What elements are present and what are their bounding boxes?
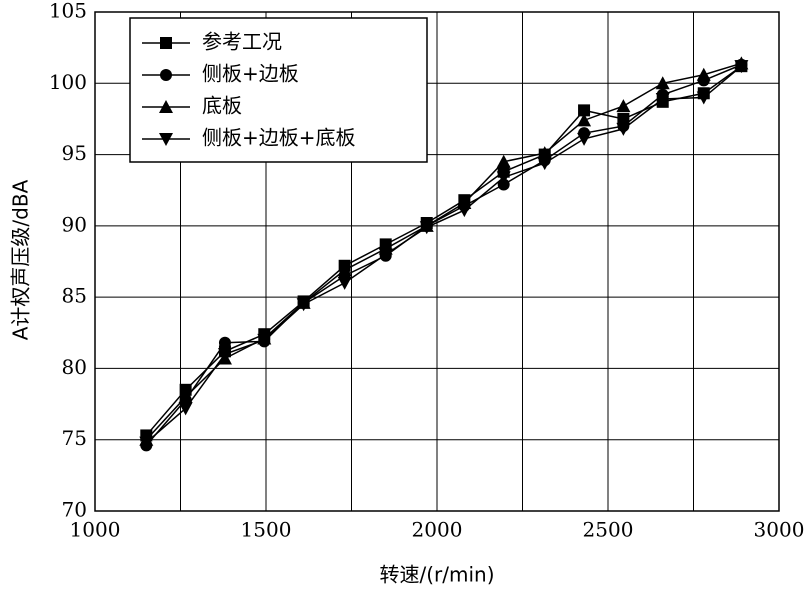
legend-label: 侧板+边板+底板	[202, 126, 356, 150]
y-tick-label: 75	[62, 426, 87, 450]
marker	[655, 76, 670, 90]
marker	[139, 436, 154, 450]
marker	[257, 333, 272, 347]
marker	[217, 348, 232, 362]
marker	[496, 154, 511, 168]
x-tick-label: 3000	[754, 518, 805, 542]
legend-label: 参考工况	[202, 30, 282, 54]
marker	[179, 383, 192, 396]
legend-marker	[160, 69, 172, 81]
y-tick-label: 90	[62, 212, 87, 236]
marker	[577, 113, 592, 127]
y-tick-label: 80	[62, 355, 87, 379]
legend-box	[129, 17, 428, 163]
marker	[655, 92, 670, 106]
marker	[457, 204, 472, 218]
y-tick-label: 100	[49, 70, 87, 94]
marker	[178, 389, 193, 403]
x-tick-label: 2500	[583, 518, 634, 542]
marker	[218, 336, 231, 349]
series-line	[145, 62, 742, 441]
marker	[616, 99, 631, 113]
marker	[378, 248, 393, 262]
marker	[337, 263, 352, 277]
x-axis-label: 转速/(r/min)	[379, 563, 494, 587]
legend-marker	[159, 133, 173, 146]
y-tick-label: 70	[62, 498, 87, 522]
series-line	[145, 65, 742, 444]
legend-marker	[159, 100, 173, 113]
y-tick-label: 85	[62, 284, 87, 308]
marker	[734, 60, 749, 74]
marker	[696, 91, 711, 105]
x-tick-label: 2000	[412, 518, 463, 542]
marker	[537, 146, 552, 160]
y-axis-label: A计权声压级/dBA	[9, 179, 33, 340]
y-tick-label: 95	[62, 141, 87, 165]
marker	[178, 402, 193, 416]
marker	[616, 122, 631, 136]
legend-label: 侧板+边板	[202, 62, 299, 86]
legend-marker	[160, 37, 172, 49]
plot-frame	[94, 11, 780, 512]
marker	[577, 132, 592, 146]
x-tick-label: 1000	[70, 518, 121, 542]
marker	[296, 298, 311, 312]
x-tick-label: 1500	[241, 518, 292, 542]
marker	[419, 221, 434, 235]
marker	[578, 104, 591, 117]
series-line	[145, 64, 742, 446]
marker	[537, 157, 552, 171]
legend-label: 底板	[202, 94, 242, 118]
y-tick-label: 105	[49, 0, 87, 23]
marker	[337, 276, 352, 290]
marker	[496, 171, 511, 185]
marker	[696, 67, 711, 81]
marker	[497, 178, 510, 191]
